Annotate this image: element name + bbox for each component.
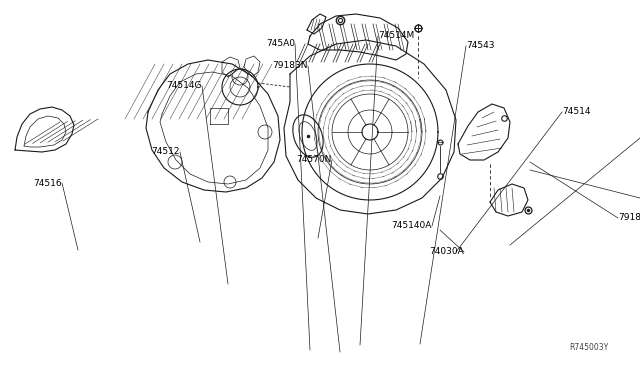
Text: 74543: 74543 xyxy=(466,42,495,51)
Text: 74514M: 74514M xyxy=(378,32,414,41)
Text: 74516: 74516 xyxy=(33,179,62,187)
Text: 74512: 74512 xyxy=(152,148,180,157)
Text: 745140A: 745140A xyxy=(392,221,432,231)
Text: 74030A: 74030A xyxy=(429,247,464,257)
Text: 79183N: 79183N xyxy=(273,61,308,71)
Text: 79183NA: 79183NA xyxy=(618,214,640,222)
Text: 74514: 74514 xyxy=(562,108,591,116)
Text: 74570N: 74570N xyxy=(296,155,332,164)
Text: R745003Y: R745003Y xyxy=(569,343,608,353)
Text: 745A0: 745A0 xyxy=(266,39,295,48)
Text: 74514G: 74514G xyxy=(166,81,202,90)
